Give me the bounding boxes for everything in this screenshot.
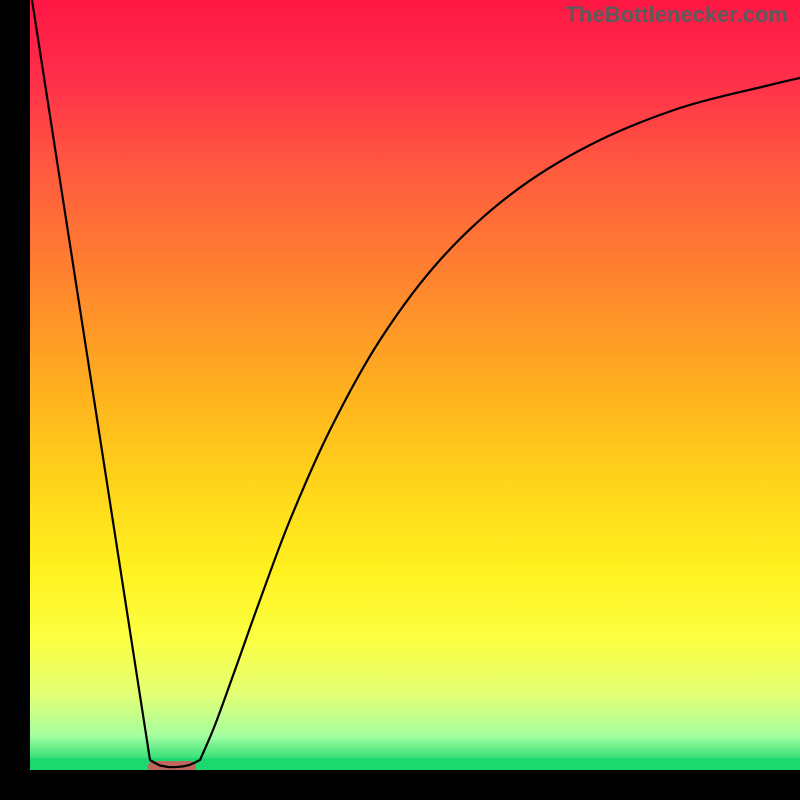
attribution-label: TheBottlenecker.com xyxy=(565,2,788,28)
x-axis xyxy=(0,770,800,800)
plot-background xyxy=(30,0,800,770)
bottleneck-chart: TheBottlenecker.com xyxy=(0,0,800,800)
chart-svg xyxy=(0,0,800,800)
y-axis xyxy=(0,0,30,800)
green-strip xyxy=(30,758,800,770)
